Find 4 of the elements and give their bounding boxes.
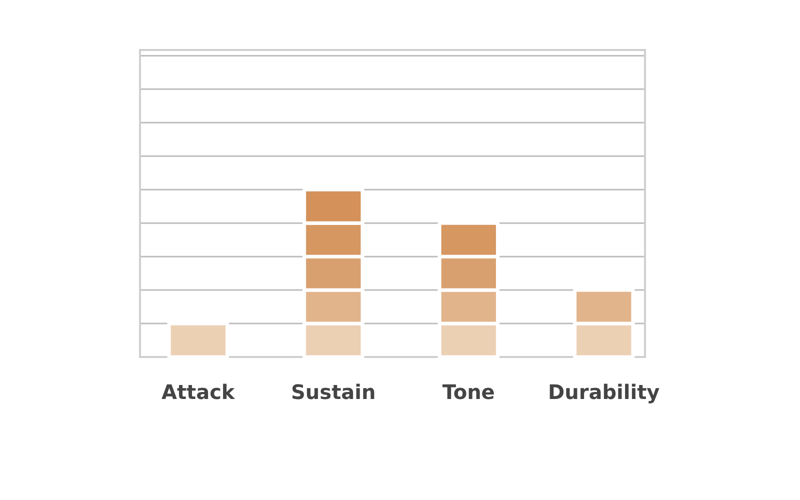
x-tick-label: Durability [548, 380, 660, 404]
x-tick-label: Tone [442, 380, 495, 404]
x-tick-label: Sustain [291, 380, 376, 404]
x-tick-label: Attack [161, 380, 236, 404]
